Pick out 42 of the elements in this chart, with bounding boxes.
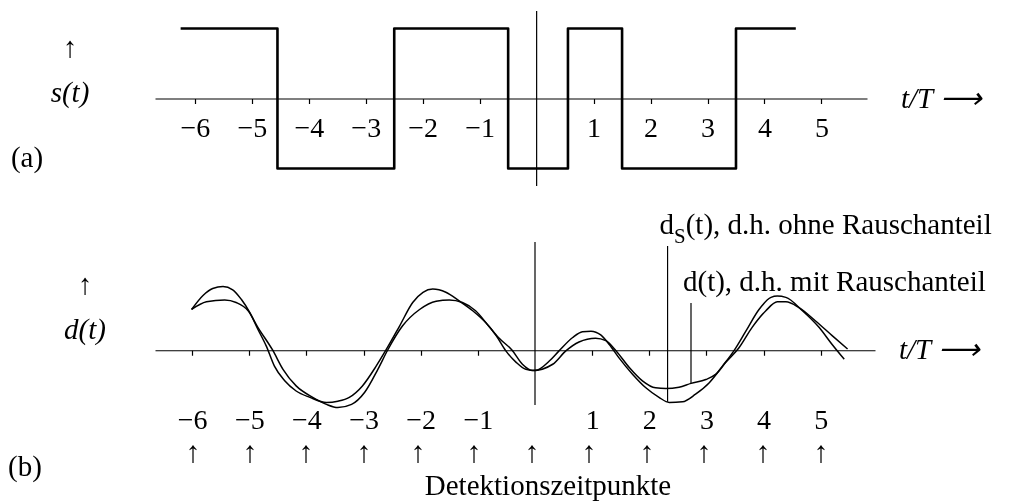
- text: (b): [8, 450, 42, 483]
- y-axis-title: ↑ s(t): [50, 31, 90, 109]
- x-tick-label: 3: [701, 112, 716, 143]
- x-tick-label: 1: [585, 403, 600, 435]
- x-tick-label: 4: [757, 403, 772, 435]
- x-tick-label: −3: [351, 112, 382, 143]
- x-tick-label: −4: [292, 403, 322, 435]
- x-tick-label: −1: [463, 403, 494, 435]
- x-tick-label: 2: [644, 112, 659, 143]
- text: ↑: [410, 435, 426, 468]
- x-tick-label: −5: [237, 112, 268, 143]
- x-tick-label: −6: [180, 112, 211, 143]
- x-tick-label: −2: [406, 403, 437, 435]
- text: ↑: [356, 435, 372, 468]
- x-tick-label: 1: [587, 112, 602, 143]
- text: Detektionszeitpunkte: [424, 469, 672, 501]
- y-axis-title: ↑ d(t): [64, 268, 106, 346]
- text: ↑: [813, 435, 829, 468]
- text: ↑: [298, 435, 314, 468]
- text: ↑: [696, 435, 712, 468]
- x-tick-label: −3: [349, 403, 379, 435]
- x-tick-label: −2: [408, 112, 439, 143]
- text: ↑: [639, 435, 655, 468]
- x-tick-label: −1: [465, 112, 496, 143]
- x-axis-title: t/T ⟶: [899, 333, 981, 366]
- x-tick-label: 4: [757, 112, 772, 143]
- x-tick-label: 3: [699, 403, 714, 435]
- x-tick-label: 2: [642, 403, 657, 435]
- text: ↑: [185, 435, 201, 468]
- text: ↑: [755, 435, 771, 468]
- text: ↑: [242, 435, 258, 468]
- text: ↑: [524, 435, 540, 468]
- x-axis-title: t/T ⟶: [901, 81, 983, 114]
- x-tick-label: −4: [294, 112, 325, 143]
- x-tick-label: −5: [234, 403, 265, 435]
- annotation: d(t), d.h. mit Rauschanteil: [683, 265, 986, 298]
- text: (a): [10, 141, 44, 174]
- x-tick-label: 5: [814, 112, 829, 143]
- x-tick-label: −6: [177, 403, 208, 435]
- text: ↑: [466, 435, 482, 468]
- text: ↑: [581, 435, 597, 468]
- x-tick-label: 5: [814, 403, 829, 435]
